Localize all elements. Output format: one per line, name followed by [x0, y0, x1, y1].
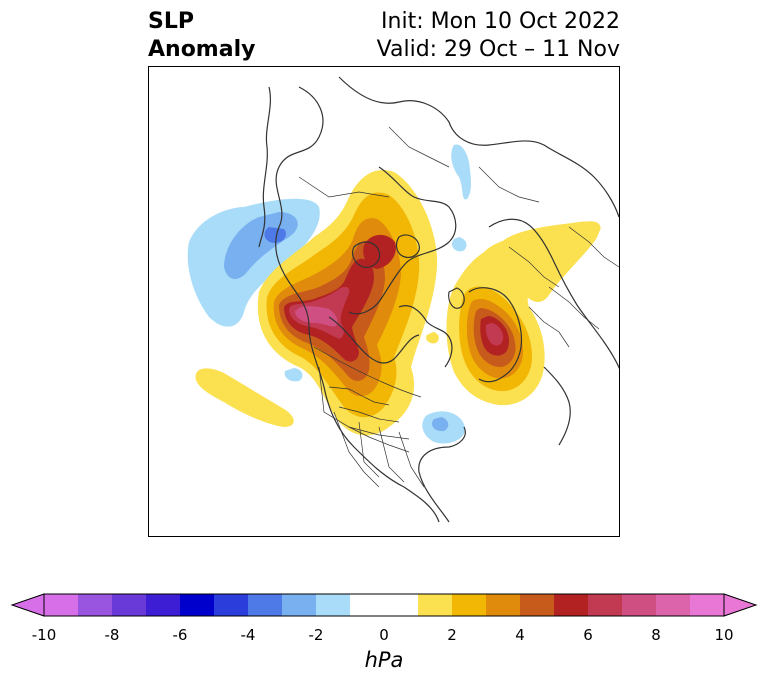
- colorbar-bin: [248, 594, 282, 616]
- europe-high-core: [485, 323, 504, 346]
- map-panel: [148, 66, 620, 537]
- colorbar-tick-label: 4: [515, 626, 525, 644]
- eurasia-high-lobe: [500, 221, 599, 303]
- positive-anomaly-fills: [195, 169, 601, 436]
- colorbar-extend-high: [723, 593, 758, 617]
- colorbar-tick-label: -6: [172, 626, 188, 644]
- colorbar-bin: [452, 594, 486, 616]
- colorbar-unit-label: hPa: [364, 648, 404, 672]
- anomaly-map: [187, 76, 619, 523]
- pacific-small-low: [284, 368, 303, 382]
- colorbar-tick-label: -8: [104, 626, 120, 644]
- colorbar-bin: [282, 594, 316, 616]
- siberia-low: [451, 144, 471, 200]
- colorbar-tick-label: -4: [240, 626, 256, 644]
- colorbar-bin: [656, 594, 690, 616]
- title-left: SLP Anomaly: [148, 8, 255, 64]
- colorbar-bin: [180, 594, 214, 616]
- colorbar-tick-label: 8: [651, 626, 661, 644]
- colorbar-bin: [622, 594, 656, 616]
- colorbar-bin: [690, 594, 724, 616]
- colorbar-tick-label: 10: [714, 626, 734, 644]
- small-high-atlantic: [426, 332, 439, 344]
- pacific-high: [195, 368, 294, 427]
- colorbar-tick-label: 2: [447, 626, 457, 644]
- colorbar-bin: [588, 594, 622, 616]
- title-type: Anomaly: [148, 37, 256, 62]
- canada-high-core: [295, 306, 338, 327]
- colorbar-bin: [486, 594, 520, 616]
- init-date: Init: Mon 10 Oct 2022: [381, 9, 620, 34]
- colorbar-tick-label: 0: [379, 626, 389, 644]
- colorbar-bin: [520, 594, 554, 616]
- colorbar-tick-label: -10: [31, 626, 57, 644]
- colorbar-bin: [44, 594, 78, 616]
- colorbar-bin: [316, 594, 350, 616]
- colorbar-bin: [554, 594, 588, 616]
- valid-range: Valid: 29 Oct – 11 Nov: [376, 37, 620, 62]
- pacific-low-core: [264, 227, 286, 243]
- colorbar-bin: [418, 594, 452, 616]
- colorbar-tick-label: -2: [308, 626, 324, 644]
- colorbar-tick-label: 6: [583, 626, 593, 644]
- title-variable: SLP: [148, 9, 194, 34]
- coastlines: [258, 76, 619, 523]
- colorbar-bin: [214, 594, 248, 616]
- political-borders: [298, 126, 619, 488]
- arctic-low: [452, 237, 467, 252]
- colorbar-outline: [43, 593, 725, 617]
- atlantic-low-core: [432, 417, 449, 432]
- colorbar-tick-labels: -10 -8 -6 -4 -2 0 2 4 6 8 10: [0, 626, 768, 646]
- colorbar-bin: [78, 594, 112, 616]
- colorbar-bin: [112, 594, 146, 616]
- colorbar-extend-low: [10, 593, 45, 617]
- colorbar: [10, 593, 758, 617]
- colorbar-bin: [146, 594, 180, 616]
- title-right: Init: Mon 10 Oct 2022 Valid: 29 Oct – 11…: [377, 8, 620, 64]
- colorbar-bin: [350, 594, 418, 616]
- negative-anomaly-fills: [187, 144, 471, 444]
